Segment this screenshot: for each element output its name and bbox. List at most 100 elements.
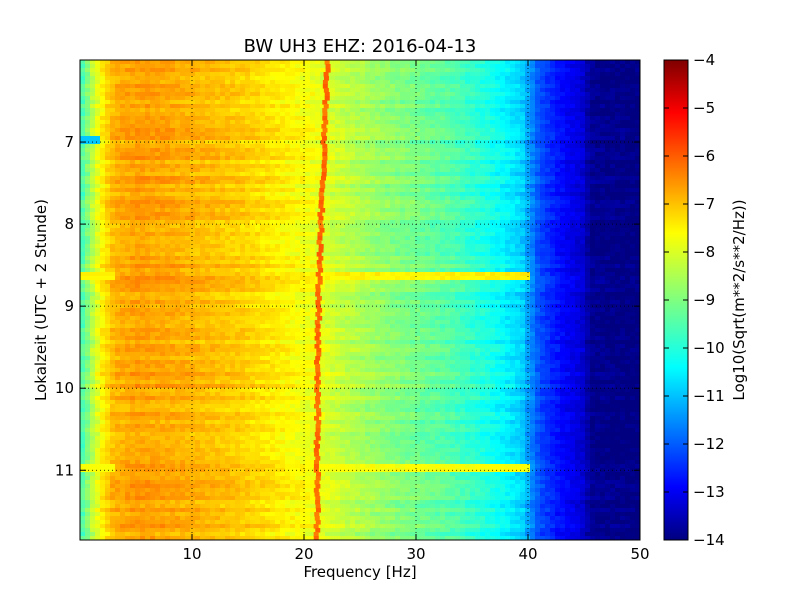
heatmap-cell [515, 152, 521, 157]
heatmap-cell [515, 104, 521, 109]
heatmap-cell [295, 144, 301, 149]
heatmap-cell [615, 220, 621, 225]
heatmap-cell [100, 168, 106, 173]
heatmap-cell [520, 112, 526, 117]
heatmap-cell [115, 212, 121, 217]
heatmap-cell [420, 212, 426, 217]
heatmap-cell [95, 92, 101, 97]
heatmap-cell [370, 208, 376, 213]
heatmap-cell [90, 196, 96, 201]
heatmap-cell [390, 220, 396, 225]
heatmap-cell [470, 128, 476, 133]
heatmap-cell [610, 80, 616, 85]
heatmap-cell [300, 104, 306, 109]
heatmap-cell [375, 224, 381, 229]
heatmap-cell [300, 164, 306, 169]
heatmap-cell [530, 88, 536, 93]
heatmap-cell [325, 112, 331, 117]
heatmap-cell [425, 100, 431, 105]
heatmap-cell [555, 120, 561, 125]
heatmap-cell [360, 92, 366, 97]
heatmap-cell [190, 116, 196, 121]
heatmap-cell [625, 164, 631, 169]
heatmap-cell [545, 172, 551, 177]
heatmap-cell [130, 144, 136, 149]
heatmap-cell [300, 156, 306, 161]
heatmap-cell [360, 216, 366, 221]
heatmap-cell [160, 200, 166, 205]
heatmap-cell [380, 160, 386, 165]
heatmap-cell [95, 144, 101, 149]
heatmap-cell [190, 76, 196, 81]
heatmap-cell [420, 144, 426, 149]
heatmap-cell [405, 80, 411, 85]
heatmap-cell [80, 72, 86, 77]
heatmap-cell [400, 200, 406, 205]
heatmap-cell [290, 180, 296, 185]
heatmap-cell [140, 148, 146, 153]
heatmap-cell [305, 84, 311, 89]
heatmap-cell [220, 212, 226, 217]
heatmap-cell [305, 128, 311, 133]
heatmap-cell [445, 64, 451, 69]
heatmap-cell [185, 156, 191, 161]
heatmap-cell [275, 164, 281, 169]
heatmap-cell [90, 108, 96, 113]
heatmap-cell [570, 228, 576, 233]
heatmap-cell [220, 144, 226, 149]
heatmap-cell [325, 164, 331, 169]
heatmap-cell [455, 152, 461, 157]
heatmap-cell [395, 208, 401, 213]
heatmap-cell [480, 164, 486, 169]
heatmap-cell [230, 168, 236, 173]
heatmap-cell [305, 232, 311, 237]
heatmap-cell [115, 160, 121, 165]
heatmap-cell [350, 156, 356, 161]
heatmap-cell [125, 64, 131, 69]
heatmap-cell [555, 100, 561, 105]
heatmap-cell [150, 208, 156, 213]
heatmap-cell [420, 72, 426, 77]
heatmap-cell [615, 84, 621, 89]
heatmap-cell [360, 204, 366, 209]
heatmap-cell [625, 76, 631, 81]
heatmap-cell [155, 184, 161, 189]
heatmap-cell [410, 168, 416, 173]
heatmap-cell [245, 76, 251, 81]
heatmap-cell [320, 88, 326, 93]
heatmap-cell [305, 212, 311, 217]
heatmap-cell [355, 144, 361, 149]
heatmap-cell [425, 132, 431, 137]
heatmap-cell [595, 220, 601, 225]
heatmap-cell [375, 220, 381, 225]
heatmap-cell [270, 232, 276, 237]
heatmap-cell [175, 84, 181, 89]
heatmap-cell [260, 108, 266, 113]
heatmap-cell [135, 104, 141, 109]
heatmap-cell [500, 124, 506, 129]
heatmap-cell [470, 92, 476, 97]
heatmap-cell [535, 220, 541, 225]
heatmap-cell [370, 164, 376, 169]
heatmap-cell [405, 232, 411, 237]
heatmap-cell [100, 84, 106, 89]
heatmap-cell [445, 92, 451, 97]
heatmap-cell [385, 76, 391, 81]
heatmap-cell [330, 148, 336, 153]
heatmap-cell [560, 136, 566, 141]
heatmap-cell [95, 204, 101, 209]
heatmap-cell [175, 164, 181, 169]
heatmap-cell [245, 228, 251, 233]
heatmap-cell [490, 228, 496, 233]
heatmap-cell [170, 236, 176, 241]
heatmap-cell [590, 188, 596, 193]
heatmap-cell [570, 124, 576, 129]
heatmap-cell [555, 136, 561, 141]
heatmap-cell [160, 116, 166, 121]
heatmap-cell [390, 120, 396, 125]
heatmap-cell [520, 68, 526, 73]
heatmap-cell [415, 212, 421, 217]
heatmap-cell [435, 212, 441, 217]
heatmap-cell [425, 112, 431, 117]
heatmap-cell [385, 232, 391, 237]
